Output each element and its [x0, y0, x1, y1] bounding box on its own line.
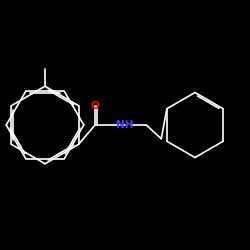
- Text: NH: NH: [116, 120, 134, 130]
- Text: O: O: [90, 101, 100, 111]
